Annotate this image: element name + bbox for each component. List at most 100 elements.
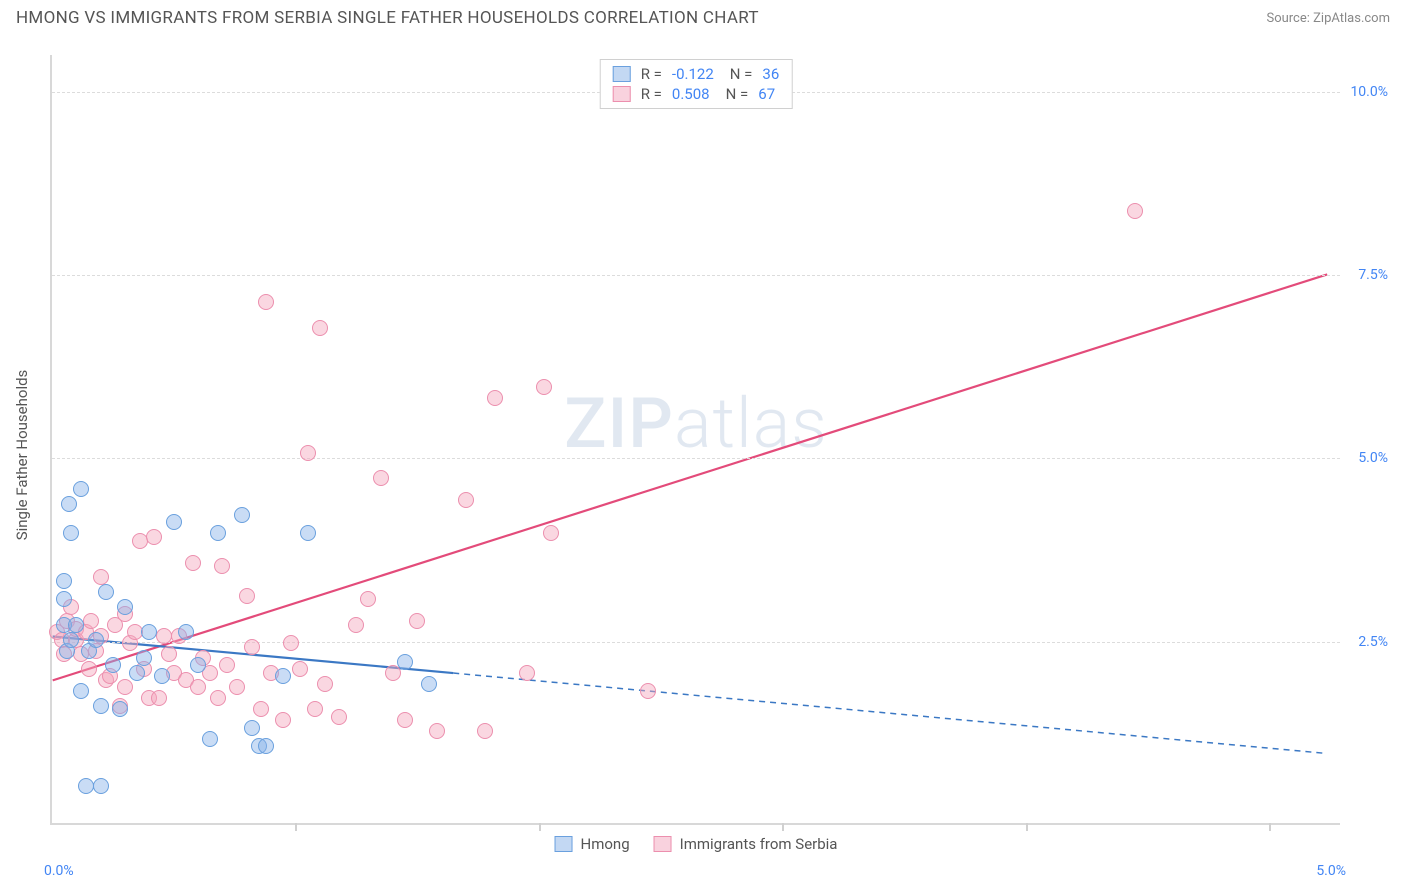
data-point — [93, 698, 109, 714]
chart-container: Single Father Households ZIPatlas R = -0… — [50, 55, 1390, 855]
data-point — [56, 591, 72, 607]
data-point — [300, 445, 316, 461]
data-point — [185, 555, 201, 571]
data-point — [331, 709, 347, 725]
data-point — [166, 514, 182, 530]
data-point — [348, 617, 364, 633]
stat-r-label: R = — [641, 65, 662, 83]
data-point — [112, 701, 128, 717]
ytick-label: 2.5% — [1358, 634, 1388, 650]
x-end-label: 5.0% — [1316, 863, 1346, 879]
data-point — [210, 525, 226, 541]
data-point — [146, 529, 162, 545]
chart-header: HMONG VS IMMIGRANTS FROM SERBIA SINGLE F… — [0, 0, 1406, 34]
x-origin-label: 0.0% — [44, 863, 74, 879]
data-point — [360, 591, 376, 607]
data-point — [258, 738, 274, 754]
data-point — [161, 646, 177, 662]
data-point — [429, 723, 445, 739]
data-point — [229, 679, 245, 695]
data-point — [63, 632, 79, 648]
stat-r-value: -0.122 — [672, 65, 714, 83]
data-point — [156, 628, 172, 644]
xtick — [539, 823, 541, 831]
data-point — [244, 639, 260, 655]
legend-item-hmong: Hmong — [555, 835, 630, 853]
data-point — [178, 624, 194, 640]
data-point — [73, 481, 89, 497]
data-point — [98, 584, 114, 600]
data-point — [283, 635, 299, 651]
data-point — [190, 679, 206, 695]
data-point — [640, 683, 656, 699]
data-point — [202, 731, 218, 747]
stat-r-label: R = — [641, 85, 662, 103]
xtick — [1269, 823, 1271, 831]
data-point — [219, 657, 235, 673]
xtick — [295, 823, 297, 831]
data-point — [239, 588, 255, 604]
data-point — [275, 668, 291, 684]
data-point — [244, 720, 260, 736]
stats-row-hmong: R = -0.122 N = 36 — [613, 64, 780, 84]
data-point — [519, 665, 535, 681]
gridline-h — [52, 458, 1340, 459]
data-point — [73, 683, 89, 699]
data-point — [373, 470, 389, 486]
data-point — [105, 657, 121, 673]
data-point — [141, 624, 157, 640]
ytick-label: 7.5% — [1358, 267, 1388, 283]
swatch-blue — [555, 836, 573, 852]
plot-area: ZIPatlas R = -0.122 N = 36 R = 0.508 N =… — [50, 55, 1340, 825]
stat-n-label: N = — [726, 85, 749, 103]
stat-n-value: 67 — [758, 85, 775, 103]
data-point — [317, 676, 333, 692]
data-point — [117, 599, 133, 615]
stat-n-label: N = — [730, 65, 753, 83]
data-point — [234, 507, 250, 523]
data-point — [136, 650, 152, 666]
stats-row-serbia: R = 0.508 N = 67 — [613, 84, 780, 104]
swatch-pink — [613, 86, 631, 102]
data-point — [397, 654, 413, 670]
gridline-h — [52, 275, 1340, 276]
data-point — [292, 661, 308, 677]
data-point — [409, 613, 425, 629]
data-point — [151, 690, 167, 706]
data-point — [63, 525, 79, 541]
data-point — [88, 632, 104, 648]
data-point — [312, 320, 328, 336]
legend-item-serbia: Immigrants from Serbia — [654, 835, 838, 853]
data-point — [127, 624, 143, 640]
data-point — [397, 712, 413, 728]
swatch-pink — [654, 836, 672, 852]
legend-label: Hmong — [581, 835, 630, 853]
data-point — [93, 778, 109, 794]
data-point — [78, 778, 94, 794]
data-point — [258, 294, 274, 310]
xtick — [1026, 823, 1028, 831]
data-point — [210, 690, 226, 706]
data-point — [154, 668, 170, 684]
stat-n-value: 36 — [762, 65, 779, 83]
chart-title: HMONG VS IMMIGRANTS FROM SERBIA SINGLE F… — [16, 8, 759, 28]
bottom-legend: Hmong Immigrants from Serbia — [555, 835, 838, 853]
data-point — [61, 496, 77, 512]
data-point — [300, 525, 316, 541]
y-axis-label: Single Father Households — [13, 370, 31, 541]
ytick-label: 5.0% — [1358, 450, 1388, 466]
data-point — [93, 569, 109, 585]
data-point — [253, 701, 269, 717]
data-point — [458, 492, 474, 508]
data-point — [56, 573, 72, 589]
stats-legend: R = -0.122 N = 36 R = 0.508 N = 67 — [600, 59, 793, 109]
data-point — [117, 679, 133, 695]
data-point — [190, 657, 206, 673]
data-point — [275, 712, 291, 728]
data-point — [536, 379, 552, 395]
legend-label: Immigrants from Serbia — [680, 835, 838, 853]
data-point — [477, 723, 493, 739]
data-point — [129, 665, 145, 681]
chart-source: Source: ZipAtlas.com — [1266, 11, 1390, 26]
data-point — [83, 613, 99, 629]
